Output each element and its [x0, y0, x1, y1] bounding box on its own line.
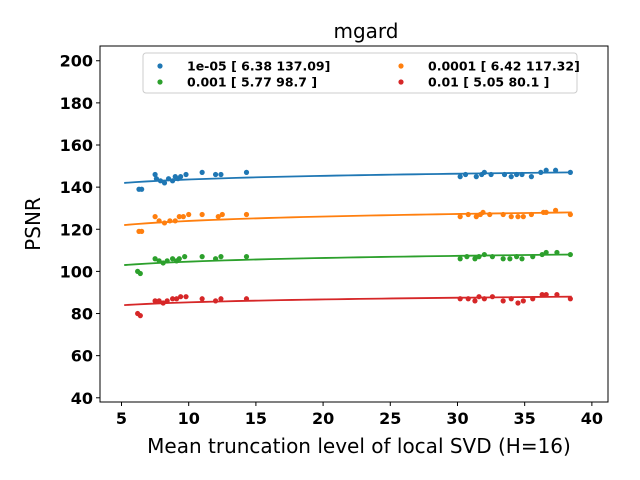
- x-tick-label: 25: [379, 409, 401, 428]
- x-tick-label: 20: [312, 409, 334, 428]
- data-point: [507, 256, 512, 261]
- y-tick-label: 60: [71, 347, 93, 366]
- x-tick-label: 35: [514, 409, 536, 428]
- plot-frame: [100, 46, 608, 402]
- x-axis: 5 10 15 20 25 30 35 40: [116, 402, 603, 428]
- data-point: [509, 174, 514, 179]
- data-point: [218, 172, 223, 177]
- data-point: [182, 254, 187, 259]
- y-tick-label: 200: [60, 52, 93, 71]
- chart-title: mgard: [334, 19, 399, 43]
- data-point: [181, 214, 186, 219]
- data-point: [509, 214, 514, 219]
- x-tick-label: 15: [245, 409, 267, 428]
- legend-label: 0.0001 [ 6.42 117.32]: [428, 59, 580, 74]
- y-tick-label: 80: [71, 305, 93, 324]
- data-point: [501, 298, 506, 303]
- data-point: [515, 300, 520, 305]
- data-point: [220, 212, 225, 217]
- data-point: [200, 296, 205, 301]
- data-point: [472, 298, 477, 303]
- y-axis-label: PSNR: [21, 197, 45, 251]
- x-tick-label: 40: [581, 409, 603, 428]
- data-point: [529, 174, 534, 179]
- data-point: [244, 254, 249, 259]
- data-point: [200, 170, 205, 175]
- data-point: [186, 212, 191, 217]
- data-point: [178, 174, 183, 179]
- legend-label: 0.01 [ 5.05 80.1 ]: [428, 75, 549, 90]
- data-point: [244, 212, 249, 217]
- data-point: [153, 214, 158, 219]
- data-point: [521, 214, 526, 219]
- y-tick-label: 120: [60, 220, 93, 239]
- data-point: [200, 212, 205, 217]
- data-point: [244, 170, 249, 175]
- y-tick-label: 140: [60, 178, 93, 197]
- data-point: [458, 174, 463, 179]
- data-point: [139, 187, 144, 192]
- legend-marker: [157, 79, 162, 84]
- y-axis: 40 60 80 100 120 140 160 180 200: [60, 52, 100, 408]
- legend-label: 0.001 [ 5.77 98.7 ]: [187, 75, 317, 90]
- legend-marker: [157, 63, 162, 68]
- data-point: [474, 174, 479, 179]
- legend-marker: [398, 79, 403, 84]
- x-tick-label: 10: [178, 409, 200, 428]
- data-point: [458, 256, 463, 261]
- legend-marker: [398, 63, 403, 68]
- data-point: [218, 254, 223, 259]
- data-point: [519, 256, 524, 261]
- legend-label: 1e-05 [ 6.38 137.09]: [187, 59, 330, 74]
- data-point: [521, 298, 526, 303]
- data-point: [515, 214, 520, 219]
- y-tick-label: 40: [71, 389, 93, 408]
- x-tick-label: 30: [446, 409, 468, 428]
- data-point: [138, 313, 143, 318]
- data-point: [183, 172, 188, 177]
- data-point: [200, 254, 205, 259]
- legend: 1e-05 [ 6.38 137.09] 0.0001 [ 6.42 117.32…: [143, 53, 580, 93]
- y-tick-label: 160: [60, 136, 93, 155]
- data-point: [213, 172, 218, 177]
- plot-area: [124, 168, 573, 319]
- data-point: [183, 294, 188, 299]
- y-tick-label: 180: [60, 94, 93, 113]
- data-point: [501, 256, 506, 261]
- data-point: [138, 271, 143, 276]
- y-tick-label: 100: [60, 262, 93, 281]
- x-axis-label: Mean truncation level of local SVD (H=16…: [147, 434, 571, 458]
- fit-line: [124, 172, 572, 183]
- data-point: [177, 256, 182, 261]
- data-point: [139, 229, 144, 234]
- data-point: [178, 294, 183, 299]
- x-tick-label: 5: [116, 409, 127, 428]
